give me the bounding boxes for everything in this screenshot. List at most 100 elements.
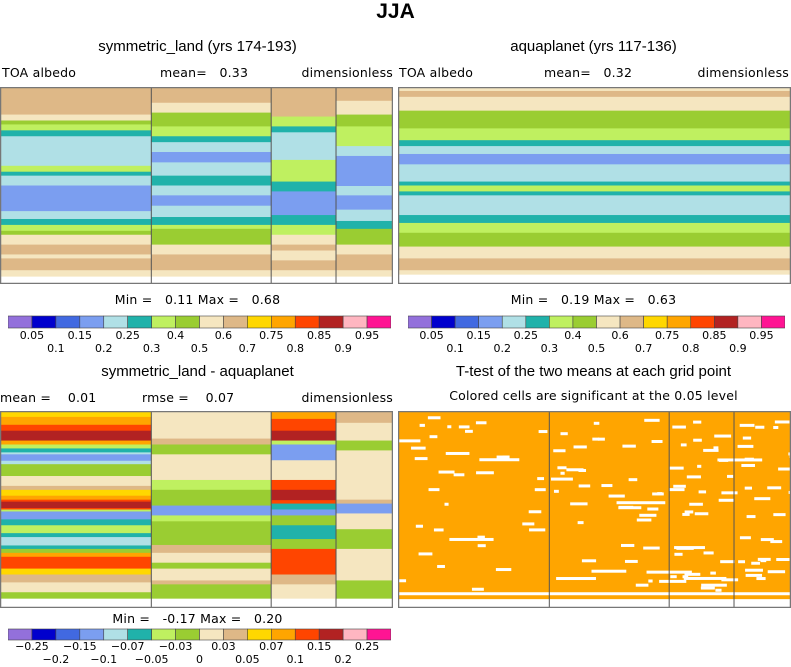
- colorbar-box: [55, 628, 81, 641]
- insignificant-cell: [496, 455, 510, 459]
- insignificant-cell: [720, 560, 735, 564]
- colorbar-box: [223, 315, 248, 329]
- insignificant-cell: [682, 575, 689, 579]
- insignificant-cell: [683, 576, 727, 580]
- contour-band: [336, 228, 393, 246]
- contour-band: [0, 258, 152, 271]
- contour-band: [271, 260, 337, 271]
- contour-band: [271, 515, 337, 526]
- contour-band: [0, 411, 152, 418]
- panel4-title: T-test of the two means at each grid poi…: [455, 363, 732, 380]
- contour-band: [151, 217, 272, 226]
- colorbar-box: [342, 315, 368, 329]
- contour-band: [271, 460, 337, 481]
- panel4-subtitle: Colored cells are significant at the 0.0…: [449, 388, 738, 403]
- panel1-units: dimensionless: [301, 65, 393, 80]
- insignificant-cell: [577, 521, 584, 525]
- insignificant-cell: [573, 445, 587, 449]
- insignificant-cell: [686, 475, 701, 479]
- contour-band: [0, 525, 152, 534]
- panel2-colorbar: [408, 315, 785, 329]
- contour-band: [336, 155, 393, 186]
- contour-band: [151, 112, 272, 127]
- contour-band: [336, 195, 393, 210]
- contour-band: [271, 116, 337, 127]
- colorbar-tick-label: 0.85: [702, 329, 727, 342]
- insignificant-cell: [550, 477, 573, 481]
- colorbar-tick-label: −0.03: [158, 640, 193, 653]
- colorbar-box: [572, 315, 597, 329]
- insignificant-cell: [628, 478, 638, 482]
- contour-band: [336, 422, 393, 442]
- colorbar-box: [31, 628, 57, 641]
- contour-band: [271, 159, 337, 183]
- contour-band: [151, 438, 272, 445]
- max-value: 0.63: [647, 292, 677, 307]
- colorbar-box: [55, 315, 81, 329]
- contour-band: [0, 254, 152, 259]
- contour-band: [0, 444, 152, 449]
- colorbar-tick-label: 0.8: [286, 342, 305, 355]
- insignificant-cell: [694, 512, 709, 516]
- colorbar-tick-label: 0.5: [587, 342, 606, 355]
- colorbar-tick-label: 0.2: [95, 342, 113, 355]
- colorbar-box: [525, 315, 550, 329]
- colorbar-tick-label: 0.95: [749, 329, 774, 342]
- contour-band: [271, 509, 337, 516]
- colorbar-box: [454, 315, 479, 329]
- contour-band: [271, 418, 337, 432]
- contour-band: [336, 529, 393, 550]
- insignificant-cell: [745, 568, 763, 572]
- contour-band: [271, 244, 337, 252]
- insignificant-cell: [721, 491, 738, 495]
- insignificant-cell: [727, 474, 734, 478]
- contour-band: [0, 114, 152, 121]
- insignificant-cell: [693, 438, 702, 442]
- insignificant-cell: [453, 473, 465, 477]
- insignificant-cell: [773, 513, 786, 517]
- contour-band: [0, 211, 152, 220]
- contour-band: [336, 548, 393, 581]
- contour-band: [0, 230, 152, 236]
- mean-label: mean=: [544, 65, 591, 80]
- insignificant-cell: [553, 449, 566, 453]
- contour-band: [0, 165, 152, 173]
- colorbar-box: [79, 315, 105, 329]
- contour-band: [336, 254, 393, 271]
- insignificant-cell: [428, 488, 440, 492]
- colorbar-box: [175, 315, 200, 329]
- contour-band: [398, 96, 791, 112]
- panel3-colorbar: [8, 628, 391, 641]
- contour-band: [0, 430, 152, 442]
- colorbar-tick-label: 0.7: [634, 342, 653, 355]
- colorbar-tick-label: −0.07: [110, 640, 145, 653]
- insignificant-cell: [659, 579, 687, 583]
- insignificant-cell: [710, 571, 716, 575]
- insignificant-cell: [433, 528, 444, 532]
- contour-band: [398, 246, 791, 259]
- insignificant-cell: [465, 429, 473, 433]
- contour-band: [398, 87, 791, 92]
- contour-band: [0, 501, 152, 509]
- colorbar-tick-label: 0.25: [354, 640, 380, 653]
- insignificant-cell: [620, 543, 635, 547]
- insignificant-cell: [703, 448, 719, 452]
- insignificant-cell: [754, 497, 771, 501]
- insignificant-cell: [672, 425, 686, 429]
- panel1-minmax: Min = 0.11 Max = 0.68: [0, 292, 395, 307]
- colorbar-box: [478, 315, 503, 329]
- contour-band: [151, 568, 272, 581]
- contour-band: [151, 521, 272, 546]
- plot-frame: [0, 411, 393, 608]
- insignificant-cell: [635, 583, 649, 587]
- insignificant-cell: [742, 436, 752, 440]
- insignificant-cell: [669, 466, 684, 470]
- insignificant-cell: [495, 568, 512, 572]
- insignificant-cell: [529, 528, 546, 532]
- contour-band: [0, 124, 152, 131]
- contour-band: [336, 114, 393, 127]
- insignificant-cell: [737, 444, 754, 448]
- insignificant-cell: [411, 446, 426, 450]
- insignificant-cell: [693, 420, 702, 424]
- insignificant-cell: [591, 569, 627, 573]
